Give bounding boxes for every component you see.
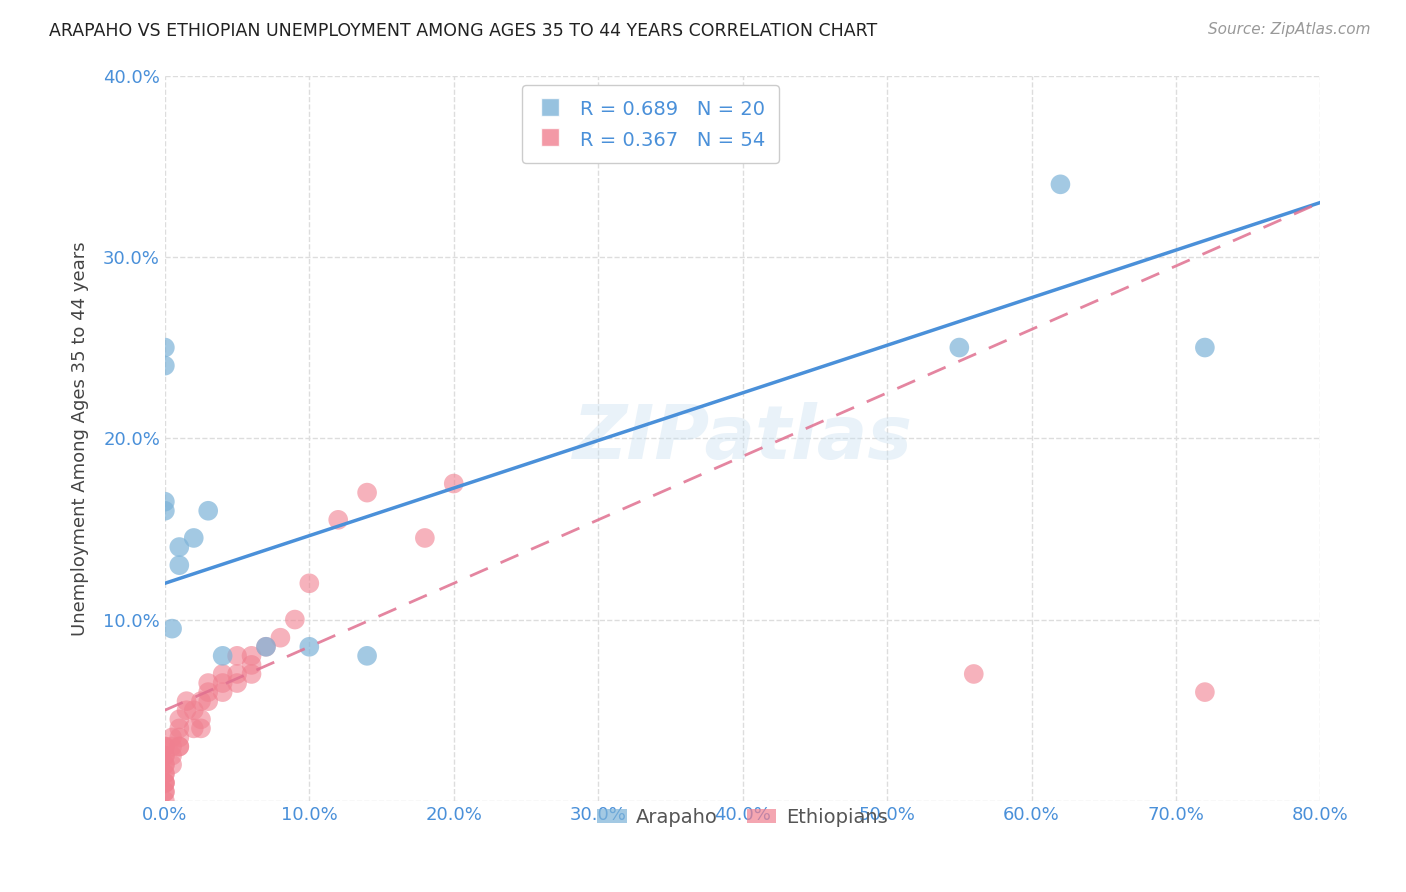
Point <box>284 613 307 627</box>
Point <box>298 640 321 654</box>
Point <box>153 748 176 763</box>
Point <box>211 685 233 699</box>
Point <box>226 648 249 663</box>
Point <box>153 359 176 373</box>
Point <box>153 504 176 518</box>
Point <box>963 667 986 681</box>
Point <box>169 712 191 726</box>
Point <box>169 731 191 745</box>
Point <box>153 494 176 508</box>
Point <box>153 341 176 355</box>
Point <box>153 748 176 763</box>
Point <box>240 648 263 663</box>
Point <box>183 703 205 717</box>
Point <box>153 739 176 754</box>
Point <box>197 504 219 518</box>
Point <box>160 622 183 636</box>
Point <box>254 640 277 654</box>
Point <box>211 676 233 690</box>
Legend: Arapaho, Ethiopians: Arapaho, Ethiopians <box>589 800 896 835</box>
Point <box>254 640 277 654</box>
Point <box>160 731 183 745</box>
Point <box>169 739 191 754</box>
Point <box>413 531 436 545</box>
Text: Source: ZipAtlas.com: Source: ZipAtlas.com <box>1208 22 1371 37</box>
Point <box>226 667 249 681</box>
Point <box>211 648 233 663</box>
Point <box>298 576 321 591</box>
Point <box>197 676 219 690</box>
Point <box>160 739 183 754</box>
Point <box>169 739 191 754</box>
Point <box>269 631 291 645</box>
Point <box>176 694 198 708</box>
Point <box>153 776 176 790</box>
Point <box>443 476 465 491</box>
Point <box>1049 178 1071 192</box>
Point <box>240 667 263 681</box>
Point <box>328 513 350 527</box>
Point <box>226 676 249 690</box>
Point <box>190 722 212 736</box>
Point <box>169 722 191 736</box>
Point <box>356 648 378 663</box>
Point <box>197 694 219 708</box>
Point <box>153 785 176 799</box>
Point <box>211 667 233 681</box>
Point <box>1194 341 1216 355</box>
Text: ZIPatlas: ZIPatlas <box>572 401 912 475</box>
Point <box>153 757 176 772</box>
Point <box>153 766 176 780</box>
Point <box>169 558 191 573</box>
Point <box>197 685 219 699</box>
Point <box>183 722 205 736</box>
Point <box>160 748 183 763</box>
Point <box>160 757 183 772</box>
Point <box>176 703 198 717</box>
Point <box>153 785 176 799</box>
Y-axis label: Unemployment Among Ages 35 to 44 years: Unemployment Among Ages 35 to 44 years <box>72 241 89 635</box>
Point <box>356 485 378 500</box>
Point <box>153 794 176 808</box>
Point <box>190 712 212 726</box>
Point <box>153 766 176 780</box>
Point <box>153 776 176 790</box>
Point <box>240 657 263 672</box>
Point <box>948 341 970 355</box>
Point <box>190 694 212 708</box>
Point <box>169 540 191 554</box>
Point <box>153 757 176 772</box>
Text: ARAPAHO VS ETHIOPIAN UNEMPLOYMENT AMONG AGES 35 TO 44 YEARS CORRELATION CHART: ARAPAHO VS ETHIOPIAN UNEMPLOYMENT AMONG … <box>49 22 877 40</box>
Point <box>1194 685 1216 699</box>
Point <box>183 531 205 545</box>
Point <box>153 739 176 754</box>
Point <box>153 776 176 790</box>
